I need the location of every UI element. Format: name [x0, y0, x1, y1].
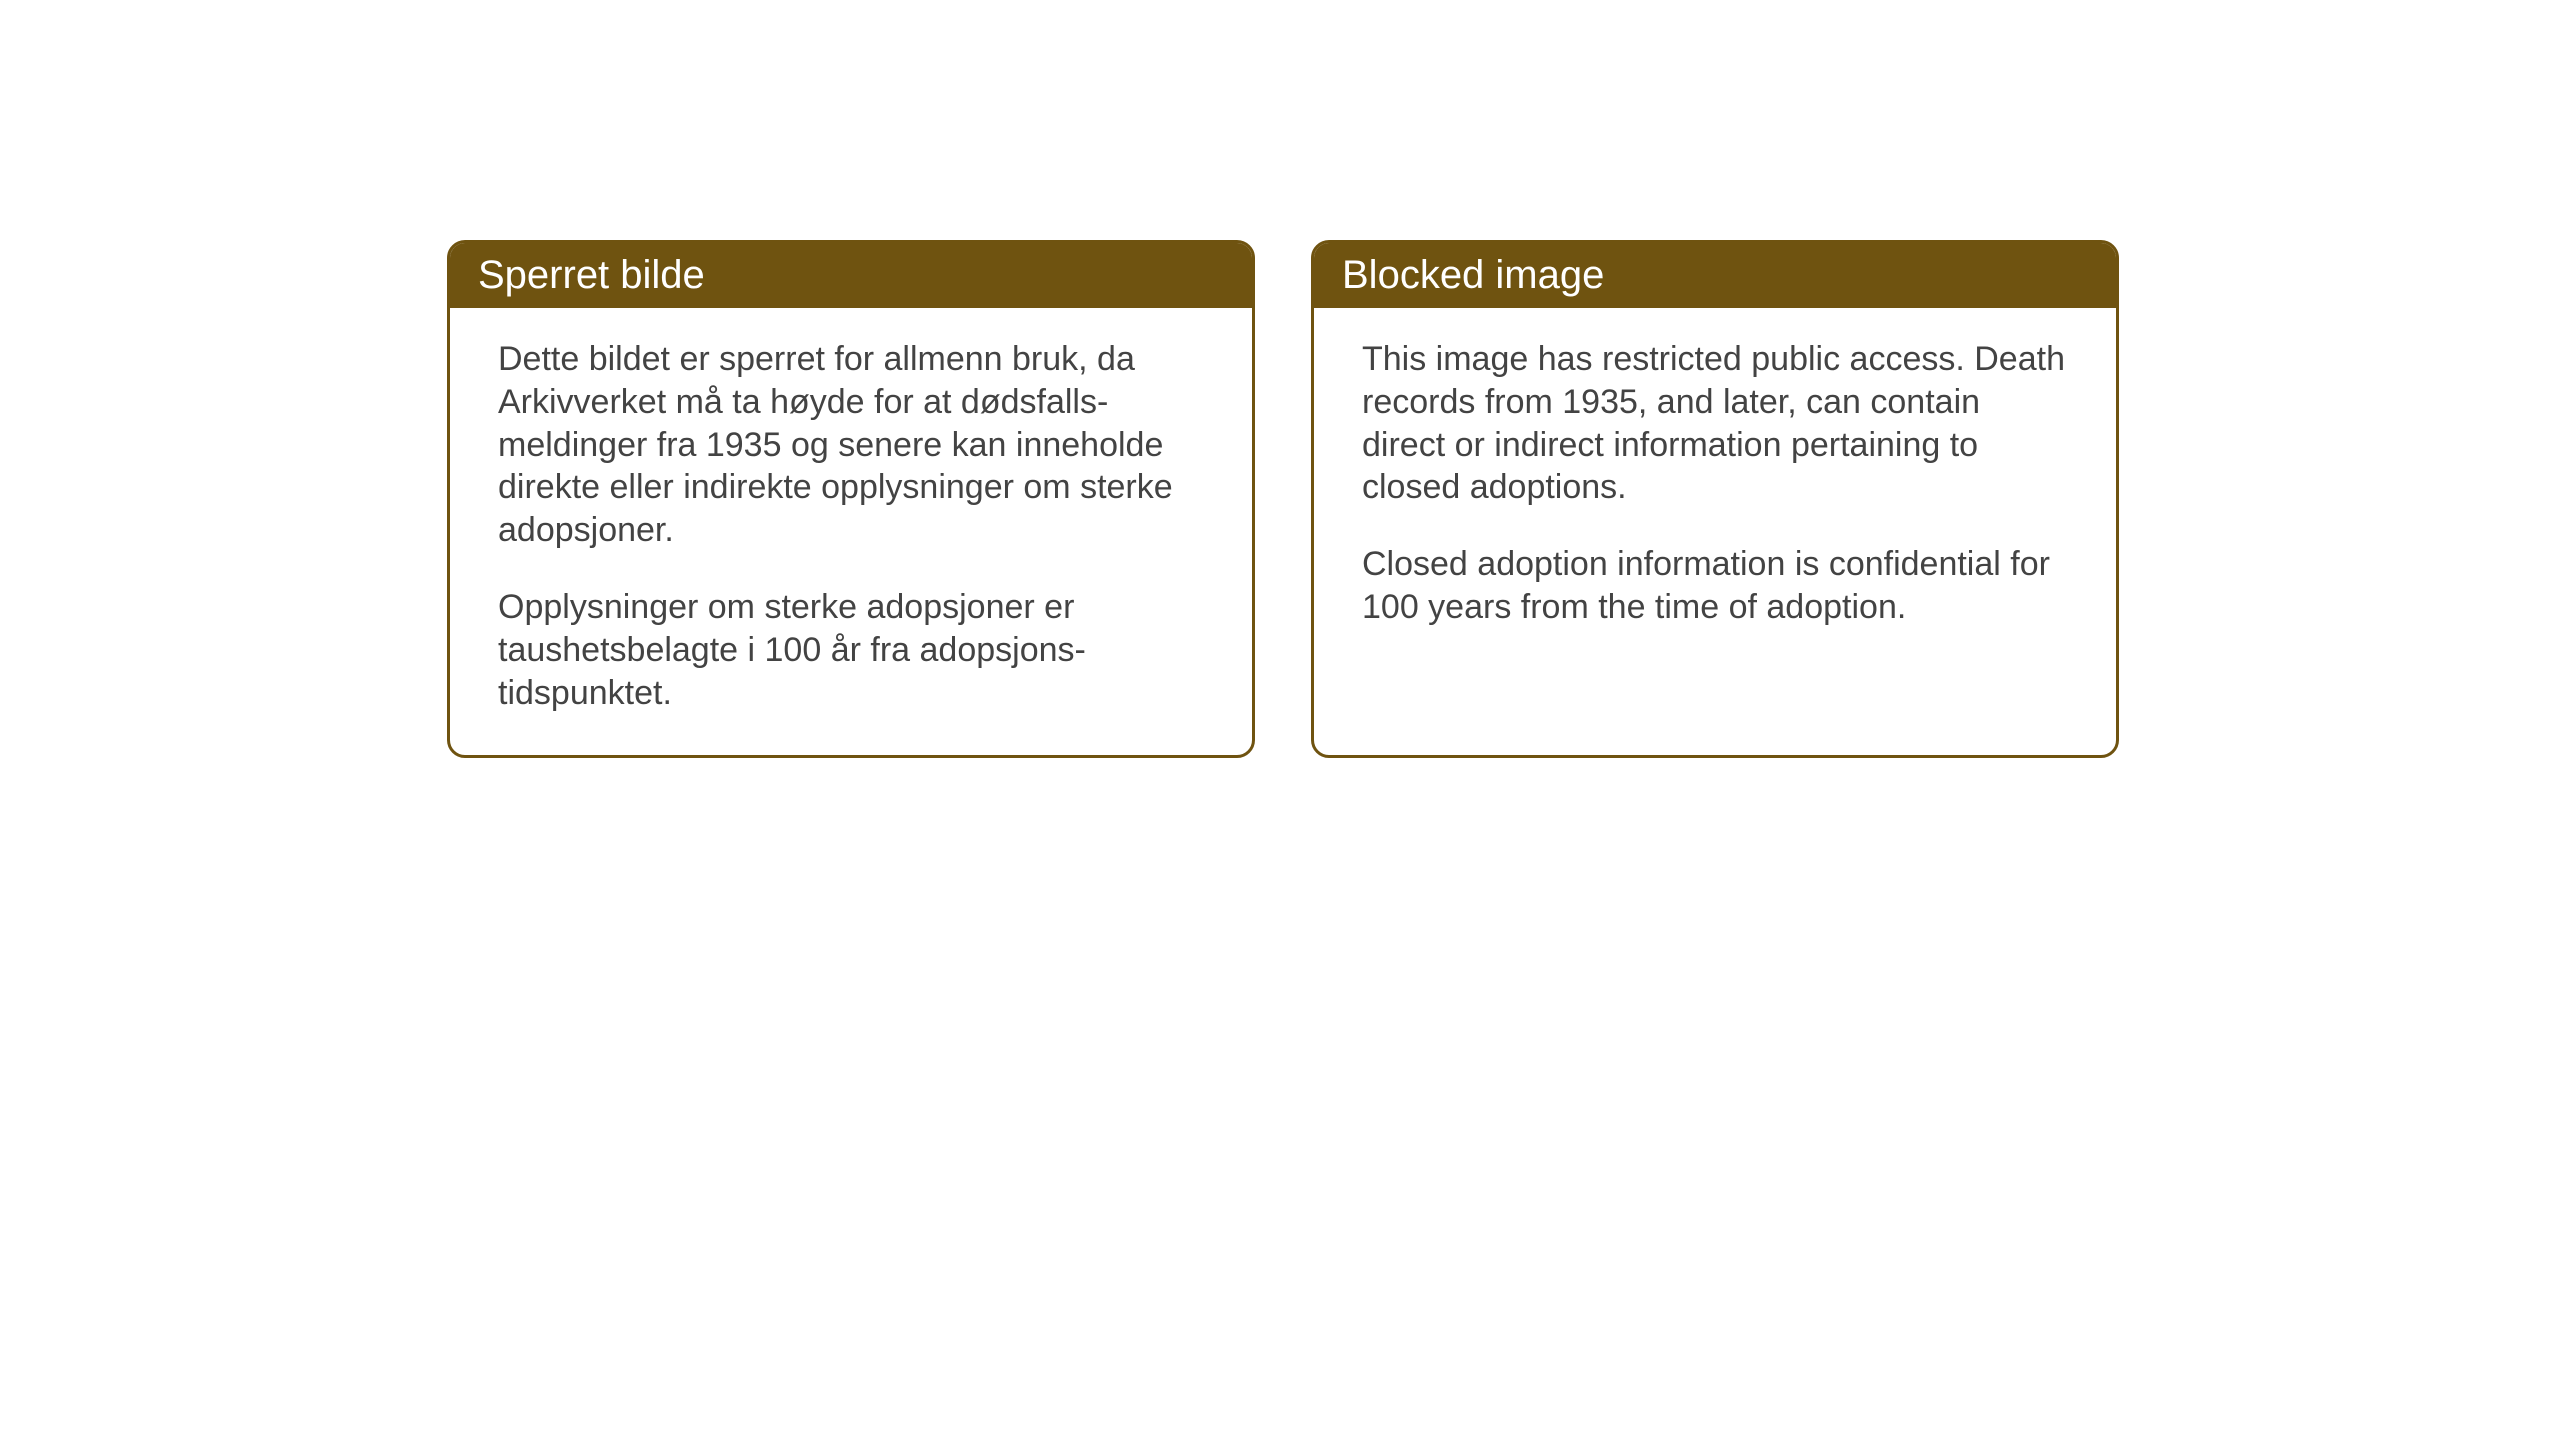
- norwegian-card-body: Dette bildet er sperret for allmenn bruk…: [450, 308, 1252, 755]
- norwegian-paragraph-1: Dette bildet er sperret for allmenn bruk…: [498, 338, 1204, 552]
- norwegian-title: Sperret bilde: [478, 253, 705, 297]
- english-card: Blocked image This image has restricted …: [1311, 240, 2119, 758]
- norwegian-card-header: Sperret bilde: [450, 243, 1252, 308]
- norwegian-paragraph-2: Opplysninger om sterke adopsjoner er tau…: [498, 586, 1204, 714]
- english-card-body: This image has restricted public access.…: [1314, 308, 2116, 669]
- english-paragraph-1: This image has restricted public access.…: [1362, 338, 2068, 509]
- english-paragraph-2: Closed adoption information is confident…: [1362, 543, 2068, 629]
- notice-container: Sperret bilde Dette bildet er sperret fo…: [447, 240, 2119, 758]
- english-title: Blocked image: [1342, 253, 1604, 297]
- norwegian-card: Sperret bilde Dette bildet er sperret fo…: [447, 240, 1255, 758]
- english-card-header: Blocked image: [1314, 243, 2116, 308]
